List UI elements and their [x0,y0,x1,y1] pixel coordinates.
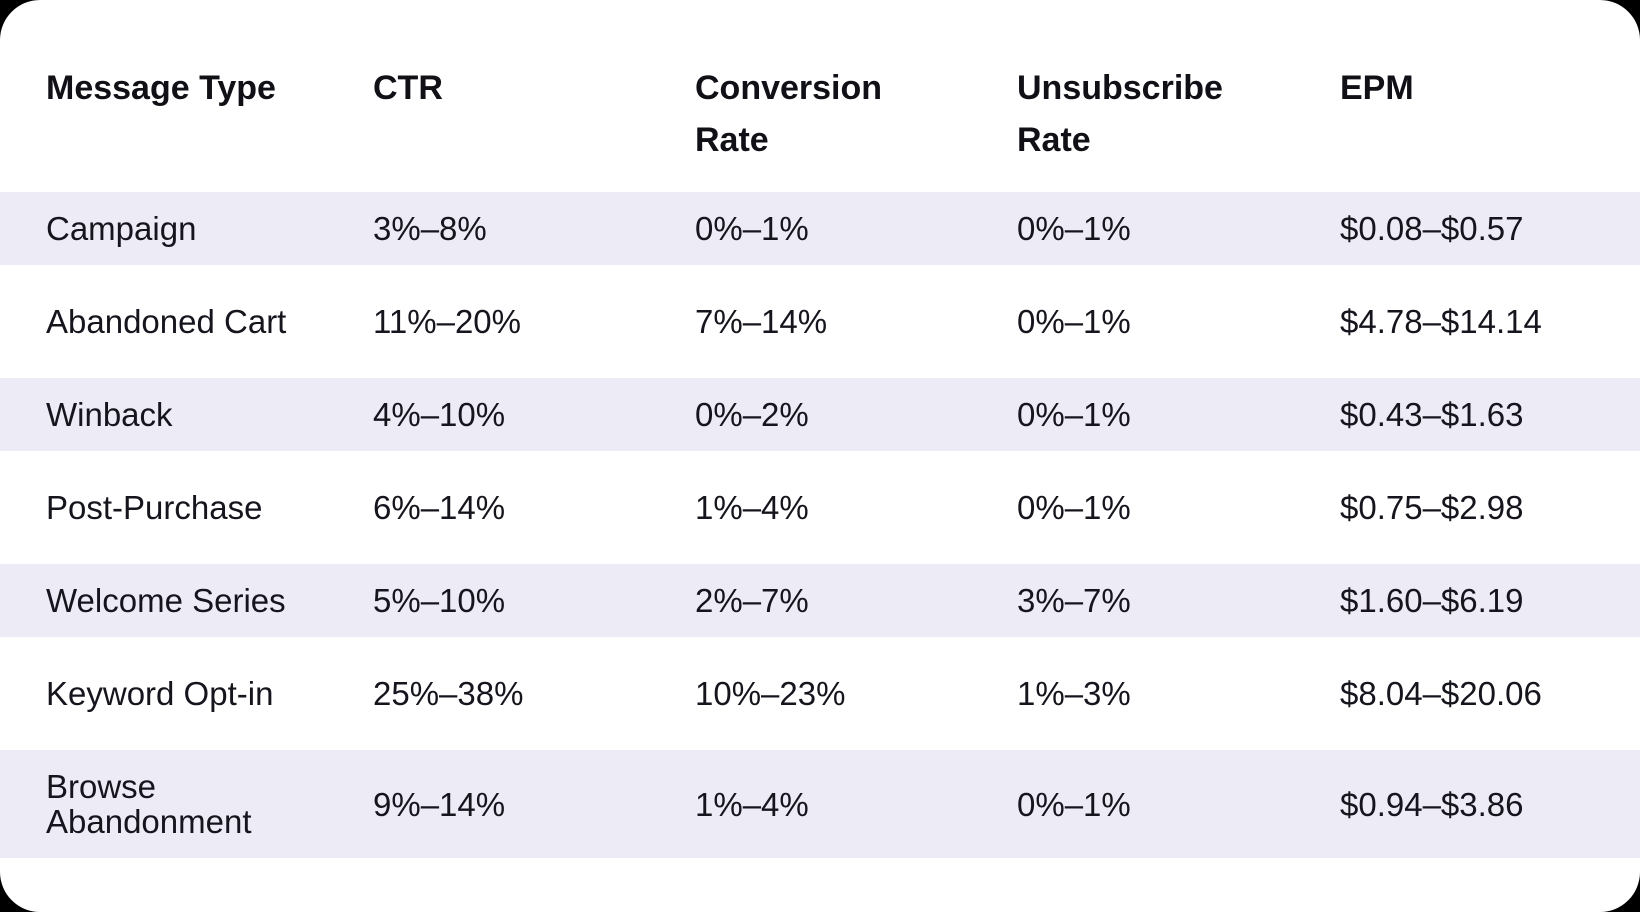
cell-message-type: Keyword Opt-in [46,675,274,712]
table-row-post-purchase: Post-Purchase 6%–14% 1%–4% 0%–1% $0.75–$… [0,471,1640,544]
cell-message-type: Post-Purchase [46,489,263,526]
cell-ctr: 9%–14% [373,785,506,823]
table-row-campaign: Campaign 3%–8% 0%–1% 0%–1% $0.08–$0.57 [0,192,1640,265]
cell-message-type: Browse Abandonment [46,768,252,840]
table-row-winback: Winback 4%–10% 0%–2% 0%–1% $0.43–$1.63 [0,378,1640,451]
cell-unsubscribe-rate: 0%–1% [1017,396,1131,433]
cell-ctr: 6%–14% [373,489,506,526]
cell-epm: $0.75–$2.98 [1340,489,1524,526]
cell-message-type: Winback [46,396,173,433]
cell-conversion-rate: 7%–14% [695,303,828,340]
table-row-abandoned-cart: Abandoned Cart 11%–20% 7%–14% 0%–1% $4.7… [0,285,1640,358]
cell-conversion-rate: 1%–4% [695,785,809,823]
column-header-message-type: Message Type [46,69,276,107]
cell-ctr: 11%–20% [373,303,522,340]
cell-epm: $0.08–$0.57 [1340,210,1524,247]
cell-unsubscribe-rate: 0%–1% [1017,785,1131,823]
cell-message-type: Welcome Series [46,582,286,619]
cell-unsubscribe-rate: 0%–1% [1017,303,1131,340]
cell-conversion-rate: 2%–7% [695,582,809,619]
cell-unsubscribe-rate: 0%–1% [1017,210,1131,247]
cell-epm: $8.04–$20.06 [1340,675,1542,712]
cell-unsubscribe-rate: 3%–7% [1017,582,1131,619]
cell-ctr: 25%–38% [373,675,524,712]
column-header-epm: EPM [1340,69,1414,107]
column-header-unsubscribe-rate: Unsubscribe Rate [1017,69,1223,159]
column-header-ctr: CTR [373,69,443,107]
cell-epm: $0.43–$1.63 [1340,396,1524,433]
table-row-browse-abandonment: Browse Abandonment 9%–14% 1%–4% 0%–1% $0… [0,750,1640,858]
column-header-conversion-rate: Conversion Rate [695,69,883,159]
cell-conversion-rate: 0%–1% [695,210,809,247]
cell-message-type: Abandoned Cart [46,303,287,340]
cell-ctr: 5%–10% [373,582,506,619]
table-row-welcome-series: Welcome Series 5%–10% 2%–7% 3%–7% $1.60–… [0,564,1640,637]
table-header-row: Message Type CTR Conversion Rate Unsubsc… [0,20,1640,172]
cell-epm: $4.78–$14.14 [1340,303,1542,340]
cell-unsubscribe-rate: 0%–1% [1017,489,1131,526]
cell-epm: $0.94–$3.86 [1340,785,1524,823]
cell-conversion-rate: 0%–2% [695,396,809,433]
cell-ctr: 3%–8% [373,210,487,247]
cell-ctr: 4%–10% [373,396,506,433]
table-row-keyword-opt-in: Keyword Opt-in 25%–38% 10%–23% 1%–3% $8.… [0,657,1640,730]
cell-conversion-rate: 1%–4% [695,489,809,526]
cell-epm: $1.60–$6.19 [1340,582,1524,619]
metrics-table: Message Type CTR Conversion Rate Unsubsc… [0,20,1640,858]
cell-conversion-rate: 10%–23% [695,675,846,712]
cell-unsubscribe-rate: 1%–3% [1017,675,1131,712]
cell-message-type: Campaign [46,210,197,247]
